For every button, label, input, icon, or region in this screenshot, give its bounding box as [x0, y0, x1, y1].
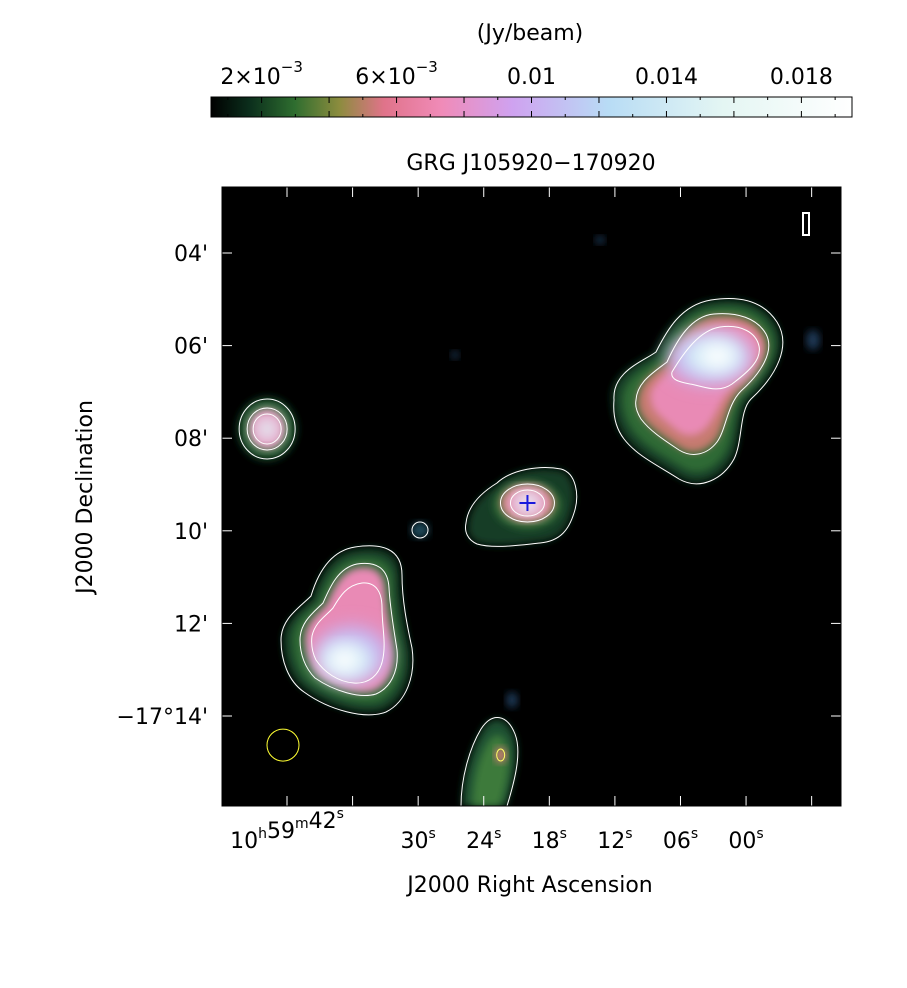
contour-level-2 [496, 748, 506, 762]
x-tick-label: 30s [401, 826, 436, 854]
se-lobe-peak [328, 647, 361, 672]
contour-level-1 [238, 398, 296, 460]
y-tick-label: 12' [174, 612, 208, 637]
noise-knot [595, 236, 605, 244]
noise-knot [806, 330, 820, 350]
y-tick-label: 04' [174, 242, 208, 267]
radio-emission [237, 236, 820, 806]
colorbar-tick-label: 0.01 [507, 65, 556, 90]
nw-lobe-peak [699, 344, 736, 369]
colorbar-tick-label: 0.014 [635, 65, 698, 90]
contour-level-2 [246, 407, 288, 451]
contour-level-1 [613, 298, 784, 485]
contour-level-2 [299, 562, 398, 696]
colorbar-tick-labels: 2×10−3 6×10−3 0.01 0.014 0.018 [220, 58, 833, 90]
contour-level-2 [635, 313, 770, 455]
y-tick-label: 10' [174, 520, 208, 545]
x-tick-label: 18s [532, 826, 567, 854]
x-tick-label: 24s [466, 826, 501, 854]
y-tick-label: 06' [174, 335, 208, 360]
contour-level-1 [460, 717, 519, 806]
y-axis-label: J2000 Declination [73, 400, 98, 596]
x-tick-label: 12s [597, 826, 632, 854]
colorbar-label: (Jy/beam) [477, 21, 584, 46]
x-tick-label: 06s [663, 826, 698, 854]
axis-ticks [222, 187, 841, 806]
chart-title: GRG J105920−170920 [406, 151, 655, 176]
contour-level-1 [411, 521, 429, 539]
colorbar-tick-label: 2×10−3 [220, 58, 303, 90]
contour-level-3 [252, 413, 282, 445]
plot-frame [221, 186, 842, 807]
contour-level-2 [499, 483, 555, 523]
x-tick-labels: 10h59m42s 30s 24s 18s 12s 06s 00s [230, 806, 764, 854]
faint-blob [411, 522, 429, 538]
noise-knot [451, 351, 459, 359]
contour-level-1 [465, 467, 578, 547]
scale-bar-marker [802, 212, 810, 236]
y-tick-labels: 04' 06' 08' 10' 12' −17°14' [117, 242, 208, 730]
contour-level-3 [671, 325, 760, 390]
x-tick-label: 00s [728, 826, 763, 854]
contour-level-3 [311, 582, 385, 684]
noise-knot [506, 692, 518, 708]
x-axis-label: J2000 Right Ascension [405, 873, 652, 898]
y-tick-label: −17°14' [117, 705, 208, 730]
colorbar-ticks [227, 97, 836, 117]
contour-level-1 [280, 545, 414, 716]
colorbar-tick-label: 6×10−3 [355, 58, 438, 90]
beam-ellipse [266, 728, 300, 762]
x-tick-label: 10h59m42s [230, 806, 344, 854]
contour-level-3 [509, 489, 545, 517]
east-source-peak [261, 422, 274, 435]
colorbar-tick-label: 0.018 [770, 65, 833, 90]
y-tick-label: 08' [174, 427, 208, 452]
